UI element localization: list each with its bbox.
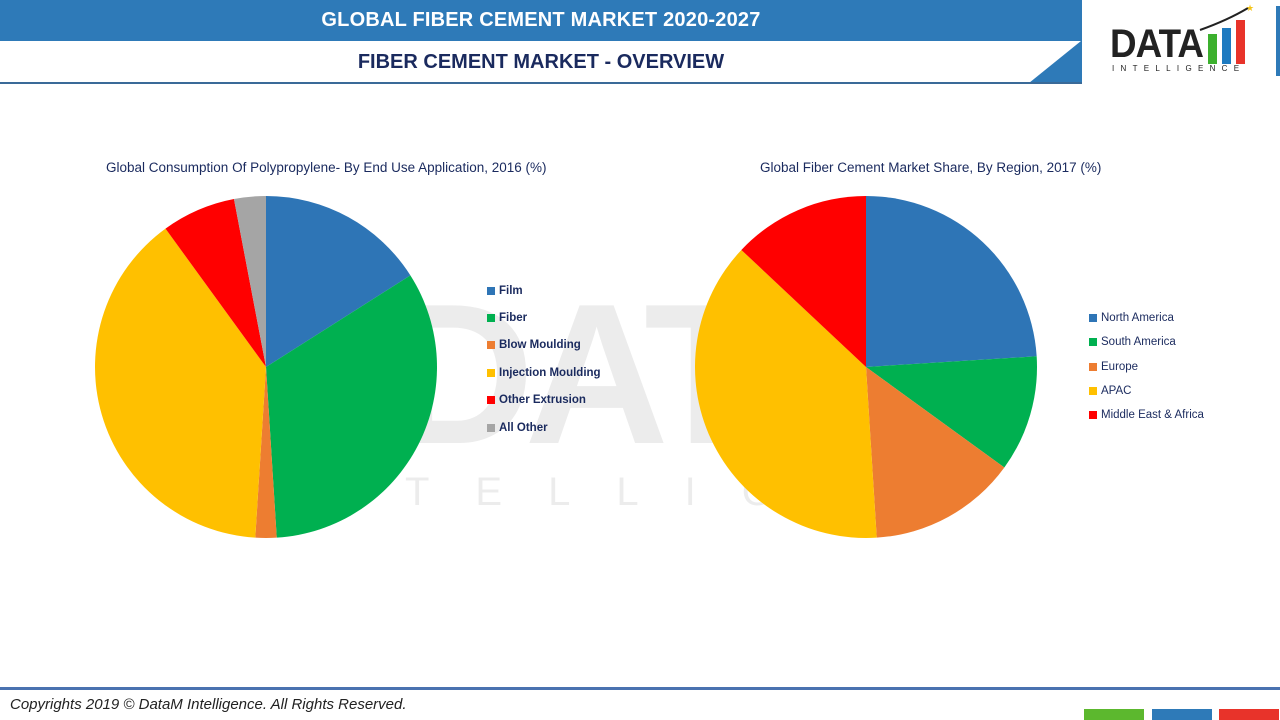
chart-1-legend: Film Fiber Blow Moulding Injection Moulding…: [487, 277, 601, 441]
legend-item: Blow Moulding: [487, 332, 601, 359]
page-subtitle: FIBER CEMENT MARKET - OVERVIEW: [357, 51, 725, 73]
pie-slice-north-america: [866, 196, 1037, 367]
legend-label: Europe: [1101, 360, 1139, 373]
logo-accent-bar: [1276, 6, 1280, 76]
legend-label: Film: [499, 284, 523, 297]
pie-chart-region: [695, 196, 1037, 538]
footer-divider: [0, 687, 1280, 690]
legend-item: South America: [1089, 330, 1204, 354]
footer-block-green: [1084, 709, 1144, 720]
legend-label: Blow Moulding: [499, 339, 581, 352]
legend-swatch-icon: [487, 286, 495, 295]
chart-2-legend: North America South America Europe APAC Midd…: [1089, 306, 1204, 427]
legend-swatch-icon: [487, 314, 495, 323]
legend-item: Film: [487, 277, 601, 304]
pie-slice-south-america: [866, 356, 1037, 468]
pie-slice-europe: [866, 367, 1005, 538]
logo-bar-blue: [1222, 28, 1231, 64]
legend-swatch-icon: [487, 423, 495, 432]
legend-item: APAC: [1089, 379, 1204, 403]
legend-swatch-icon: [1089, 362, 1097, 371]
pie-slice-injection-moulding: [94, 228, 266, 538]
legend-label: APAC: [1101, 385, 1132, 398]
legend-label: Fiber: [499, 312, 528, 325]
legend-swatch-icon: [487, 341, 495, 350]
footer-block-red: [1219, 709, 1279, 720]
legend-item: Fiber: [487, 304, 601, 331]
subheader-band: [0, 41, 1030, 83]
pie-chart-end-use: [94, 196, 438, 538]
logo-tagline: INTELLIGENCE: [1112, 64, 1246, 73]
legend-swatch-icon: [1089, 411, 1097, 420]
header-divider: [0, 82, 1082, 84]
subheader-slant: [1029, 41, 1081, 83]
chart-2-title: Global Fiber Cement Market Share, By Reg…: [760, 160, 1102, 175]
legend-item: North America: [1089, 306, 1204, 330]
chart-1-title: Global Consumption Of Polypropylene- By …: [106, 160, 547, 175]
legend-swatch-icon: [487, 396, 495, 405]
legend-label: Middle East & Africa: [1101, 409, 1204, 422]
legend-label: North America: [1101, 312, 1174, 325]
legend-label: All Other: [499, 421, 548, 434]
logo-bar-red: [1236, 20, 1245, 64]
svg-text:★: ★: [1246, 3, 1254, 13]
legend-swatch-icon: [1089, 387, 1097, 396]
legend-item: Europe: [1089, 355, 1204, 379]
legend-swatch-icon: [1089, 338, 1097, 347]
legend-label: Other Extrusion: [499, 394, 586, 407]
header-band: [0, 0, 1082, 41]
pie-slice-blow-moulding: [255, 367, 277, 538]
pie-slice-fiber: [266, 275, 438, 538]
copyright-text: Copyrights 2019 © DataM Intelligence. Al…: [10, 696, 407, 713]
pie-slice-middle-east-africa: [741, 196, 866, 367]
legend-swatch-icon: [1089, 314, 1097, 323]
logo-wordmark: DATA: [1110, 22, 1204, 66]
pie-slice-apac: [695, 249, 877, 538]
pie-slice-other-extrusion: [165, 199, 266, 367]
footer-block-blue: [1152, 709, 1212, 720]
legend-item: Middle East & Africa: [1089, 403, 1204, 427]
legend-label: South America: [1101, 336, 1176, 349]
legend-item: Other Extrusion: [487, 387, 601, 414]
logo-bar-green: [1208, 34, 1217, 64]
pie-slice-film: [266, 196, 411, 367]
legend-item: All Other: [487, 414, 601, 441]
logo-swoosh-icon: ★: [1199, 3, 1254, 31]
legend-swatch-icon: [487, 368, 495, 377]
pie-slice-all-other: [233, 196, 266, 367]
legend-label: Injection Moulding: [499, 366, 601, 379]
page-title: GLOBAL FIBER CEMENT MARKET 2020-2027: [321, 9, 761, 31]
legend-item: Injection Moulding: [487, 359, 601, 386]
